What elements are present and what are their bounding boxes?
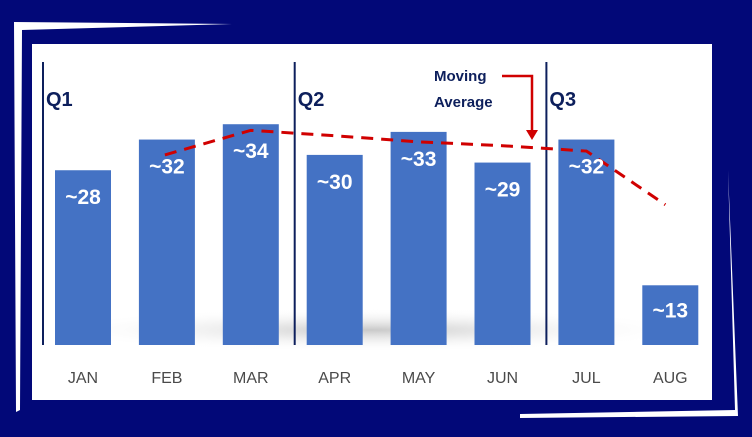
bar-jul: [558, 139, 615, 345]
value-label: ~28: [65, 186, 101, 209]
bar-shadow: [40, 308, 700, 352]
x-tick-label: AUG: [653, 370, 688, 387]
x-tick-label: APR: [318, 370, 351, 387]
bar-feb: [138, 139, 195, 345]
annotation-line-1: Moving: [434, 68, 487, 85]
value-label: ~30: [317, 171, 353, 194]
quarter-label: Q2: [298, 89, 325, 111]
bar-aug: [642, 285, 699, 345]
value-label: ~29: [485, 179, 521, 202]
x-tick-label: JUL: [572, 370, 601, 387]
x-tick-label: FEB: [151, 370, 182, 387]
moving-average-annotation: Moving Average: [434, 68, 538, 140]
value-label: ~33: [401, 148, 437, 171]
bar-may: [390, 131, 447, 345]
quarter-label: Q3: [549, 89, 576, 111]
annotation-arrow: [502, 74, 534, 132]
value-label: ~34: [233, 140, 269, 163]
x-tick-label: JUN: [487, 370, 518, 387]
bar-jan: [55, 170, 111, 345]
moving-average-line: [164, 128, 667, 206]
frame: [14, 22, 738, 418]
x-tick-label: MAR: [233, 370, 269, 387]
bar-apr: [306, 154, 363, 345]
value-label: ~32: [569, 156, 605, 179]
value-label: ~13: [652, 299, 688, 322]
x-tick-label: JAN: [68, 370, 98, 387]
value-label: ~32: [149, 156, 185, 179]
x-tick-label: MAY: [402, 370, 436, 387]
annotation-line-2: Average: [434, 94, 493, 111]
bar-jun: [474, 162, 531, 345]
bar-mar: [222, 124, 279, 345]
annotation-arrowhead: [526, 130, 538, 140]
quarter-label: Q1: [46, 89, 73, 111]
